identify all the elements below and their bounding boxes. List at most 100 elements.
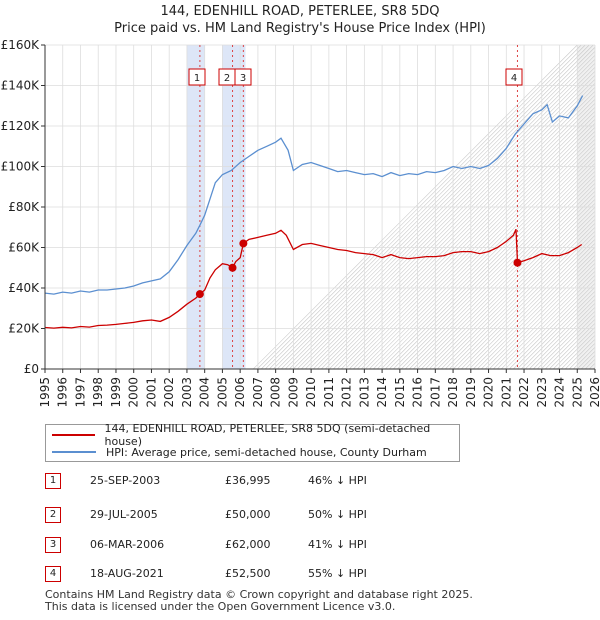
y-tick-label: £160K [1,38,41,52]
chart-title: 144, EDENHILL ROAD, PETERLEE, SR8 5DQ [160,4,440,19]
forecast-hatch [449,217,600,370]
transaction-point [228,263,237,272]
footer-line-1: Contains HM Land Registry data © Crown c… [45,588,473,601]
y-tick-label: £100K [1,160,41,174]
table-row: 1 25-SEP-2003 £36,995 46% ↓ HPI [45,473,465,491]
transaction-label-box [234,68,252,86]
legend-label-hpi: HPI: Average price, semi-detached house,… [106,445,427,459]
x-tick-label: 2008 [269,377,283,408]
x-tick-label: 2019 [464,377,478,408]
forecast-hatch [469,237,600,370]
forecast-hatch [485,253,600,370]
x-tick-label: 2005 [215,377,229,408]
x-tick-label: 2015 [393,377,407,408]
transaction-date: 25-SEP-2003 [90,474,161,487]
forecast-hatch [501,269,600,370]
x-tick-label: 2007 [251,377,265,408]
legend-label-property: 144, EDENHILL ROAD, PETERLEE, SR8 5DQ (s… [104,422,431,448]
transaction-hpi: 50% ↓ HPI [308,508,367,521]
forecast-hatch [457,225,600,370]
legend-item-property: 144, EDENHILL ROAD, PETERLEE, SR8 5DQ (s… [52,422,459,448]
transaction-badge: 3 [45,537,61,553]
transaction-point [195,290,204,299]
transaction-badge: 1 [45,473,61,489]
x-tick-label: 2010 [304,377,318,408]
transaction-label-box [188,68,206,86]
x-tick-label: 2012 [340,377,354,408]
table-row: 2 29-JUL-2005 £50,000 50% ↓ HPI [45,507,465,525]
transaction-label: 2 [224,73,230,84]
x-tick-label: 2023 [535,377,549,408]
x-tick-label: 2020 [482,377,496,408]
plot-margin-right [595,0,600,420]
forecast-hatch [525,293,600,370]
transaction-label: 1 [194,73,200,84]
transaction-date: 18-AUG-2021 [90,567,164,580]
series-line [44,95,584,295]
transaction-price: £52,500 [225,567,271,580]
footer-line-2: This data is licensed under the Open Gov… [45,600,396,613]
transaction-price: £50,000 [225,508,271,521]
transaction-hpi: 46% ↓ HPI [308,474,367,487]
transaction-point [239,239,248,248]
x-tick-label: 2022 [517,377,531,408]
x-tick-label: 1997 [73,377,87,408]
forecast-hatch [445,213,600,370]
x-tick-label: 2017 [428,377,442,408]
y-tick-label: £60K [8,241,40,255]
legend-item-hpi: HPI: Average price, semi-detached house,… [52,444,427,460]
x-tick-label: 2004 [198,377,212,408]
x-tick-label: 1996 [56,377,70,408]
x-tick-label: 1995 [38,377,52,408]
forecast-hatch [489,257,600,370]
forecast-hatch [537,305,600,370]
table-row: 4 18-AUG-2021 £52,500 55% ↓ HPI [45,566,465,584]
y-tick-label: £140K [1,79,41,93]
forecast-hatch [517,285,600,370]
y-tick-label: £20K [8,322,40,336]
x-tick-label: 2006 [233,377,247,408]
x-tick-label: 1999 [109,377,123,408]
y-tick-label: £120K [1,119,41,133]
transaction-hpi: 55% ↓ HPI [308,567,367,580]
footer: Contains HM Land Registry data © Crown c… [45,589,473,613]
legend-swatch-hpi [52,451,96,453]
transaction-badge: 2 [45,507,61,523]
forecast-hatch [477,245,600,370]
forecast-hatch [509,277,600,370]
x-tick-label: 2018 [446,377,460,408]
x-tick-label: 2024 [553,377,567,408]
legend: 144, EDENHILL ROAD, PETERLEE, SR8 5DQ (s… [45,422,460,462]
x-tick-label: 2026 [588,377,600,408]
x-tick-label: 2002 [162,377,176,408]
x-tick-label: 1998 [91,377,105,408]
forecast-hatch [465,233,600,370]
forecast-hatch [493,261,600,370]
transaction-price: £36,995 [225,474,271,487]
legend-swatch-property [52,434,95,436]
table-row: 3 06-MAR-2006 £62,000 41% ↓ HPI [45,537,465,555]
y-tick-label: £0 [24,362,39,376]
transaction-badge: 4 [45,566,61,582]
forecast-hatch [513,281,600,370]
x-tick-label: 2000 [127,377,141,408]
transaction-hpi: 41% ↓ HPI [308,538,367,551]
y-tick-label: £40K [8,281,40,295]
x-tick-label: 2014 [375,377,389,408]
x-tick-label: 2003 [180,377,194,408]
x-tick-label: 2021 [499,377,513,408]
forecast-hatch [521,289,600,370]
transaction-date: 29-JUL-2005 [90,508,158,521]
forecast-hatch [453,221,600,370]
price-chart: 1 2 3 4 £0 £20K £40K £60K £80K £100K £120K £140K £16… [0,0,600,420]
x-tick-label: 2011 [322,377,336,408]
forecast-hatch [529,297,600,370]
chart-subtitle: Price paid vs. HM Land Registry's House … [114,21,486,36]
x-tick-label: 2025 [570,377,584,408]
y-tick-label: £80K [8,200,40,214]
transaction-price: £62,000 [225,538,271,551]
x-tick-label: 2013 [357,377,371,408]
x-tick-label: 2016 [411,377,425,408]
series-line [44,229,583,329]
transaction-label: 3 [240,73,246,84]
